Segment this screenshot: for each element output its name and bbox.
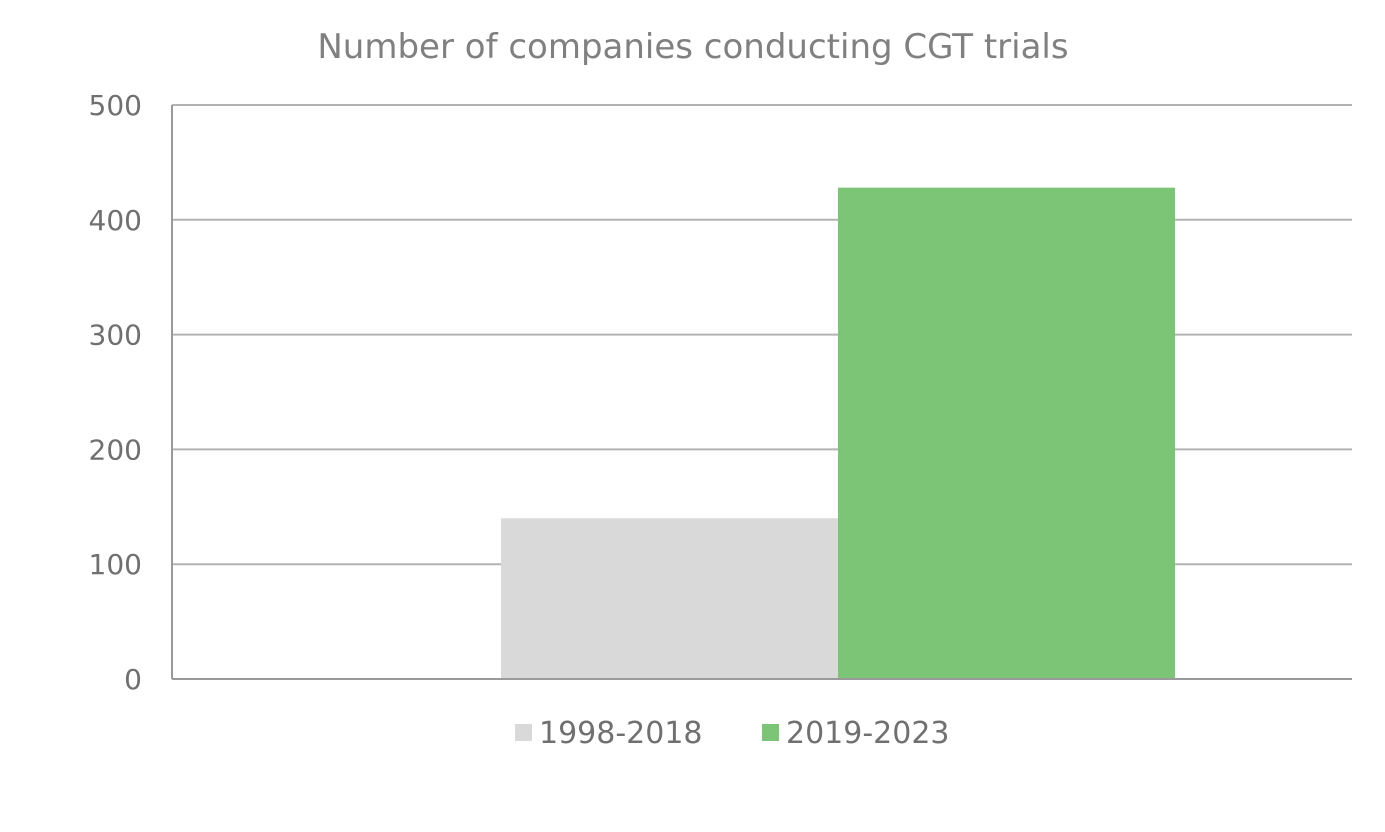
legend-label: 2019-2023 bbox=[786, 716, 950, 751]
chart-title: Number of companies conducting CGT trial… bbox=[317, 27, 1068, 67]
y-axis-tick-labels: 0 100 200 300 400 500 bbox=[89, 89, 142, 696]
bars bbox=[501, 187, 1175, 679]
legend: 1998-2018 2019-2023 bbox=[515, 716, 950, 751]
legend-swatch bbox=[762, 724, 779, 741]
y-tick-label: 300 bbox=[89, 319, 142, 352]
y-tick-label: 200 bbox=[89, 433, 142, 466]
y-tick-label: 100 bbox=[89, 548, 142, 581]
y-tick-label: 0 bbox=[124, 663, 142, 696]
y-tick-label: 500 bbox=[89, 89, 142, 122]
bar-2019-2023 bbox=[838, 187, 1175, 679]
legend-label: 1998-2018 bbox=[539, 716, 703, 751]
y-tick-label: 400 bbox=[89, 204, 142, 237]
legend-swatch bbox=[515, 724, 532, 741]
bar-1998-2018 bbox=[501, 518, 838, 679]
axes bbox=[171, 105, 1352, 680]
